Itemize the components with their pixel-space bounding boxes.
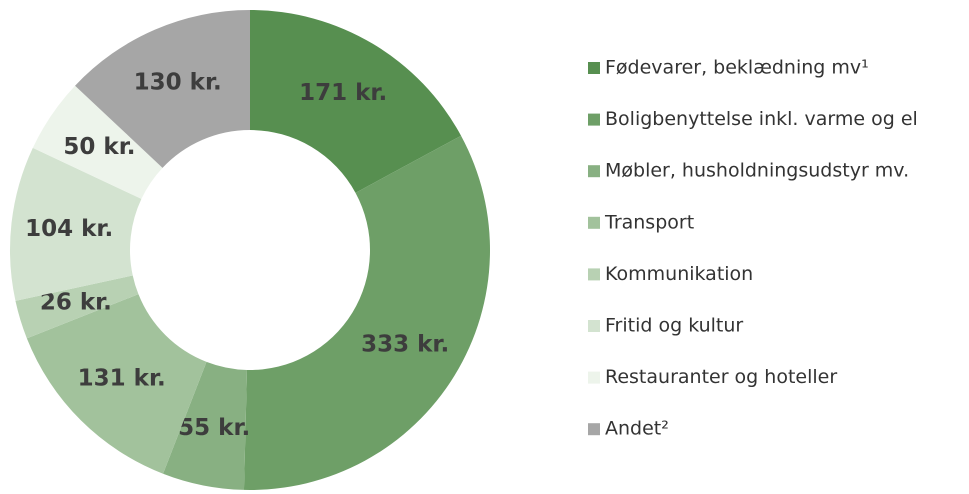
slice (10, 147, 142, 301)
legend-label: Restauranter og hoteller (605, 366, 837, 388)
legend-swatch (588, 371, 600, 384)
legend-swatch (588, 165, 600, 178)
slice (75, 10, 250, 168)
legend-label: Andet² (605, 418, 669, 440)
slice (15, 275, 139, 339)
value-label: 333 kr. (361, 332, 449, 358)
legend-swatch (588, 113, 600, 126)
value-label: 55 kr. (178, 415, 250, 441)
slice (163, 361, 247, 490)
value-label: 171 kr. (299, 80, 387, 106)
legend-label: Boligbenyttelse inkl. varme og el (605, 108, 918, 130)
slice (250, 10, 462, 193)
slice (26, 294, 207, 474)
legend-swatch (588, 268, 600, 281)
legend-swatch (588, 216, 600, 229)
legend-label: Fødevarer, beklædning mv¹ (605, 57, 869, 79)
value-label: 130 kr. (134, 69, 222, 95)
legend-label: Fritid og kultur (605, 315, 743, 337)
slice (243, 135, 490, 491)
value-label: 131 kr. (78, 366, 166, 392)
legend-swatch (588, 423, 600, 436)
legend-swatch (588, 62, 600, 74)
legend-label: Transport (604, 211, 694, 233)
legend-label: Møbler, husholdningsudstyr mv. (605, 160, 909, 182)
value-label: 50 kr. (63, 134, 135, 160)
value-label: 104 kr. (25, 216, 113, 242)
legend-swatch (588, 320, 600, 332)
legend-label: Kommunikation (605, 263, 753, 285)
slice (32, 85, 163, 199)
value-label: 26 kr. (40, 289, 112, 315)
